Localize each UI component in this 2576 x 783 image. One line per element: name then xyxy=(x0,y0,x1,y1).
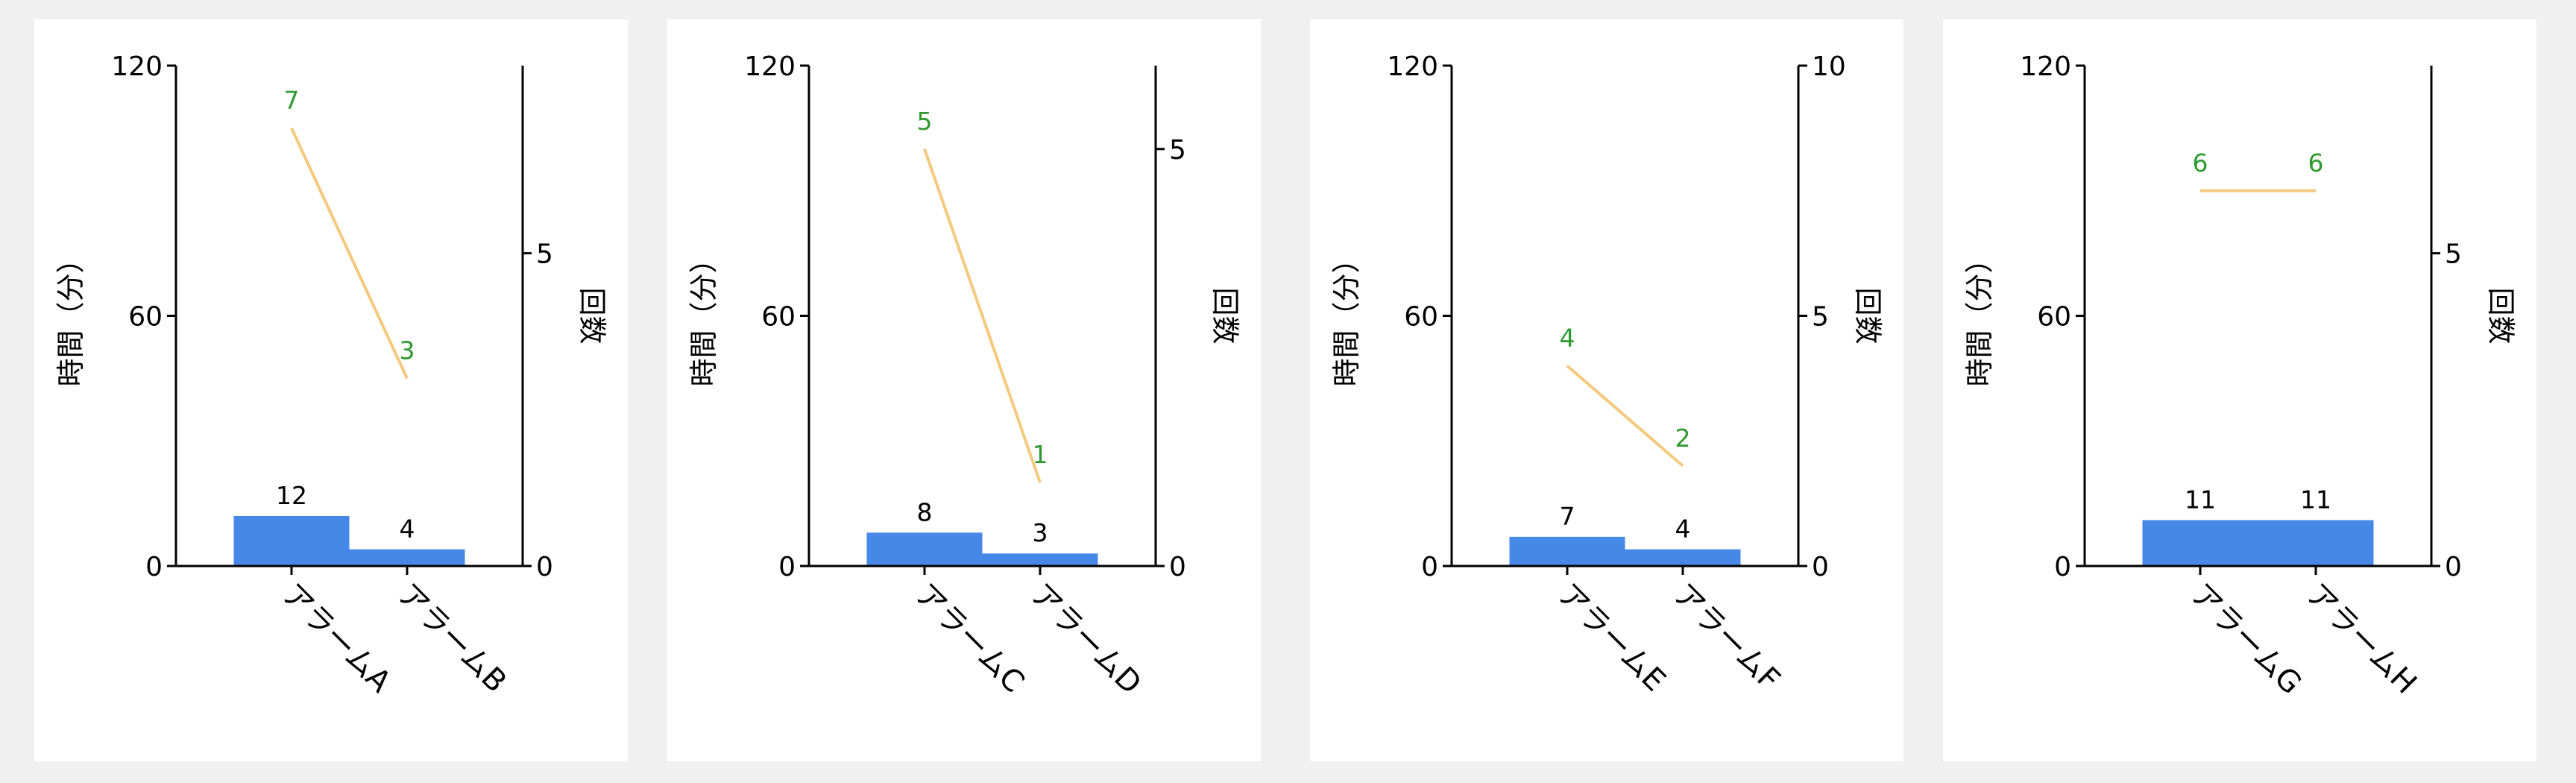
x-category-label: アラームA xyxy=(275,577,398,700)
chart-panel-4: 11 11 6 6 0 60 120 0 5 アラームG アラームH 時間（分） 回数 xyxy=(1943,19,2536,761)
chart-panel-3: 7 4 4 2 0 60 120 0 5 10 アラームE アラームF 時間（分） 回数 xyxy=(1310,19,1903,761)
line-value-label: 7 xyxy=(284,86,300,115)
bar-value-label: 7 xyxy=(1560,502,1575,531)
line-series xyxy=(1566,365,1684,468)
line-value-label: 3 xyxy=(400,336,415,365)
y-tick-label: 60 xyxy=(1404,302,1438,333)
y-tick-label: 0 xyxy=(778,552,796,582)
bar-value-label: 4 xyxy=(400,515,415,544)
y-tick-label: 120 xyxy=(111,51,163,82)
bar xyxy=(866,532,983,566)
y-tick-label: 0 xyxy=(2054,552,2071,582)
y2-tick-label: 0 xyxy=(2445,552,2462,582)
y-tick-label: 120 xyxy=(1387,51,1438,82)
y2-tick-label: 5 xyxy=(1812,302,1829,333)
bar xyxy=(1625,549,1741,566)
y2-axis-title: 回数 xyxy=(2484,287,2517,344)
y-axis-title: 時間（分） xyxy=(54,245,87,386)
x-category-label: アラームE xyxy=(1551,577,1672,699)
line-value-label: 2 xyxy=(1675,424,1691,453)
line-value-label: 6 xyxy=(2193,148,2208,177)
y2-tick-label: 5 xyxy=(536,239,553,270)
bar xyxy=(982,553,1098,566)
y-tick-label: 60 xyxy=(761,302,796,333)
chart-panel-2: 8 3 5 1 0 60 120 0 5 アラームC アラームD 時間（分） 回数 xyxy=(667,19,1261,761)
x-category-label: アラームC xyxy=(908,577,1031,700)
y2-tick-label: 0 xyxy=(1812,552,1829,582)
y2-tick-label: 5 xyxy=(2445,239,2462,270)
bar xyxy=(349,549,465,566)
x-category-label: アラームB xyxy=(391,577,513,699)
y-tick-label: 120 xyxy=(744,51,796,82)
y-tick-label: 60 xyxy=(2037,302,2071,333)
y2-tick-label: 0 xyxy=(536,552,553,582)
x-category-label: アラームG xyxy=(2184,577,2308,702)
bar xyxy=(1509,536,1625,566)
x-category-label: アラームD xyxy=(1024,577,1148,702)
bar-value-label: 11 xyxy=(2185,485,2216,514)
y-tick-label: 0 xyxy=(145,552,163,582)
y-axis-title: 時間（分） xyxy=(1330,245,1363,386)
line-value-label: 4 xyxy=(1560,324,1575,353)
bar-value-label: 11 xyxy=(2300,485,2331,514)
y-axis-title: 時間（分） xyxy=(687,245,720,386)
x-category-label: アラームF xyxy=(1666,577,1786,697)
bar xyxy=(2258,520,2374,566)
bar-value-label: 12 xyxy=(276,481,307,510)
y-tick-label: 120 xyxy=(2020,51,2071,82)
y2-axis-title: 回数 xyxy=(1851,287,1884,344)
line-value-label: 1 xyxy=(1033,440,1048,469)
bar xyxy=(233,515,350,566)
x-category-label: アラームH xyxy=(2299,577,2423,701)
line-series xyxy=(923,148,1042,483)
bar-value-label: 4 xyxy=(1675,515,1691,544)
y2-axis-title: 回数 xyxy=(1209,287,1241,344)
y2-tick-label: 10 xyxy=(1812,51,1846,82)
y2-tick-label: 0 xyxy=(1169,552,1186,582)
bar xyxy=(2142,520,2258,566)
y-tick-label: 0 xyxy=(1421,552,1438,582)
y-tick-label: 60 xyxy=(128,302,163,333)
line-series xyxy=(290,128,409,380)
chart-panel-1: 12 4 7 3 0 60 120 0 5 アラームA アラームB 時間（分） 回数 xyxy=(34,19,628,761)
line-value-label: 5 xyxy=(917,107,933,136)
y2-axis-title: 回数 xyxy=(576,287,608,344)
y-axis-title: 時間（分） xyxy=(1963,245,1996,386)
line-value-label: 6 xyxy=(2308,148,2324,177)
bar-value-label: 3 xyxy=(1033,518,1048,547)
bar-value-label: 8 xyxy=(917,497,933,526)
y2-tick-label: 5 xyxy=(1169,135,1186,166)
